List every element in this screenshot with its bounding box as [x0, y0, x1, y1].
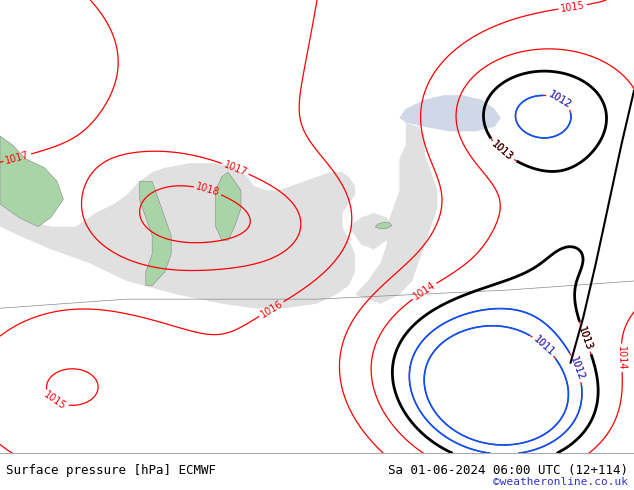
Polygon shape — [355, 122, 437, 304]
Polygon shape — [0, 136, 63, 226]
Text: 1018: 1018 — [195, 182, 221, 198]
Text: Sa 01-06-2024 06:00 UTC (12+114): Sa 01-06-2024 06:00 UTC (12+114) — [387, 464, 628, 477]
Text: 1014: 1014 — [411, 280, 437, 302]
Text: 1013: 1013 — [490, 139, 515, 163]
Polygon shape — [216, 172, 241, 240]
Text: 1011: 1011 — [531, 334, 556, 358]
Text: Surface pressure [hPa] ECMWF: Surface pressure [hPa] ECMWF — [6, 464, 216, 477]
Text: ©weatheronline.co.uk: ©weatheronline.co.uk — [493, 477, 628, 487]
Text: 1013: 1013 — [576, 325, 594, 351]
Text: 1015: 1015 — [42, 390, 68, 412]
Polygon shape — [139, 181, 171, 286]
Polygon shape — [399, 95, 501, 131]
Text: 1015: 1015 — [560, 0, 585, 14]
Text: 1012: 1012 — [568, 355, 586, 382]
Text: 1012: 1012 — [547, 89, 573, 110]
Polygon shape — [375, 222, 392, 229]
Text: 1011: 1011 — [531, 334, 556, 358]
Text: 1017: 1017 — [222, 159, 249, 178]
Polygon shape — [349, 213, 393, 249]
Text: 1012: 1012 — [547, 89, 573, 110]
Text: 1013: 1013 — [576, 325, 594, 351]
Polygon shape — [0, 163, 355, 308]
Text: 1013: 1013 — [490, 139, 515, 163]
Text: 1016: 1016 — [258, 298, 285, 319]
Text: 1017: 1017 — [4, 149, 30, 166]
Text: 1014: 1014 — [616, 345, 626, 370]
Text: 1012: 1012 — [568, 355, 586, 382]
